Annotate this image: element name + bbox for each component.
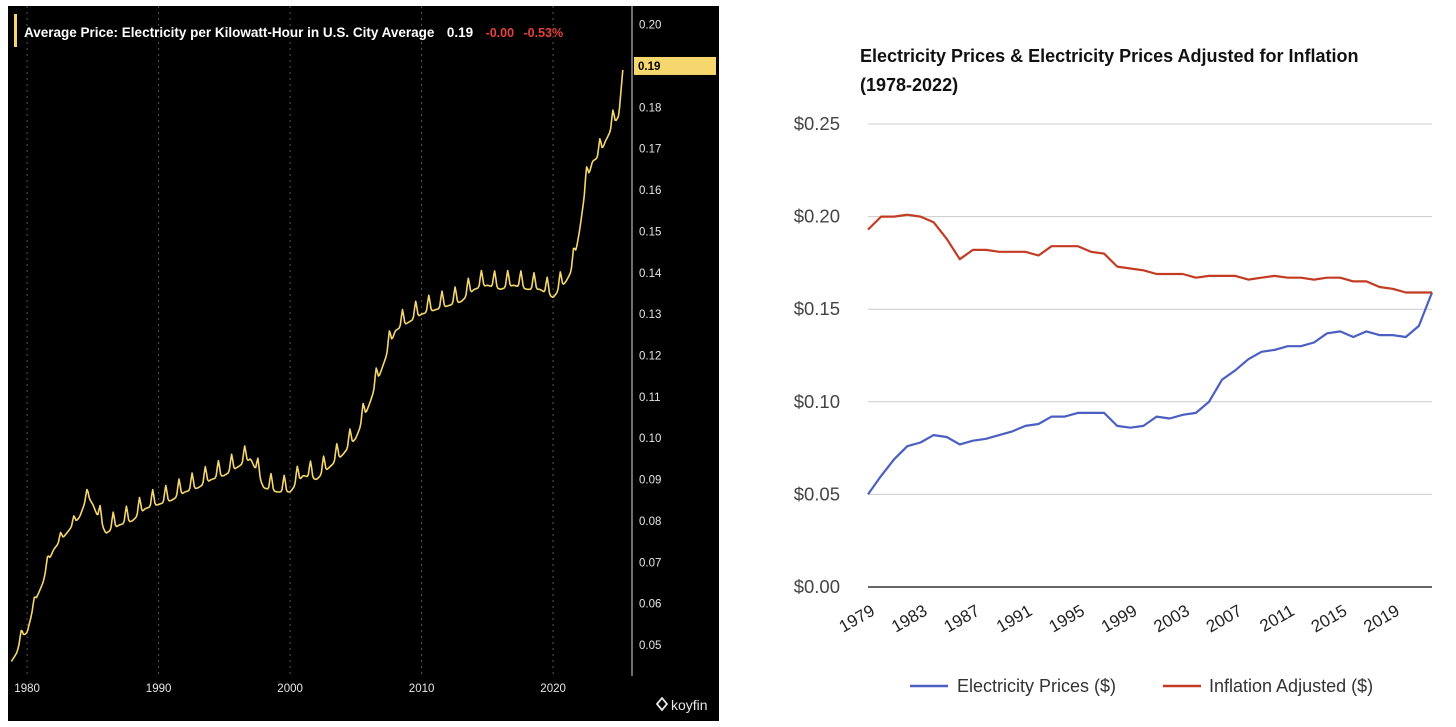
koyfin-logo: koyfin <box>655 696 708 713</box>
x-tick-label: 2011 <box>1257 601 1298 636</box>
last-value-tag-bg <box>634 56 716 75</box>
x-tick-label: 1991 <box>993 601 1035 636</box>
koyfin-line-chart: 0.20 0.19 0.18 0.17 0.16 0.15 0.14 0.13 0.12 0.11… <box>10 6 716 713</box>
chart-title-line-2: (1978-2022) <box>860 75 958 95</box>
x-tick-label: 1999 <box>1098 601 1140 636</box>
inflation-adjusted-line <box>867 213 1432 294</box>
y-tick-label: 0.18 <box>639 102 661 114</box>
y-tick-label: 0.20 <box>639 20 661 32</box>
koyfin-watermark: koyfin <box>671 697 708 713</box>
x-tick-label: 1987 <box>941 601 983 636</box>
gridlines <box>868 123 1432 588</box>
y-tick-label: 0.16 <box>639 185 661 197</box>
y-tick-label: $0.20 <box>794 206 840 227</box>
x-tick-label: 1979 <box>836 601 878 636</box>
series-color-marker <box>14 14 17 47</box>
chart-title-line-1: Electricity Prices & Electricity Prices … <box>860 46 1359 66</box>
gridlines <box>26 6 554 676</box>
y-tick-label: $0.00 <box>794 576 840 597</box>
inflation-chart-panel: Electricity Prices & Electricity Prices … <box>740 0 1456 727</box>
x-tick-label: 2007 <box>1203 601 1245 636</box>
legend-label-electricity: Electricity Prices ($) <box>957 676 1116 696</box>
chart-header: Average Price: Electricity per Kilowatt-… <box>24 24 563 41</box>
x-tick-label: 2020 <box>540 683 566 695</box>
y-tick-label: 0.10 <box>639 433 661 445</box>
y-tick-label: 0.17 <box>639 144 661 156</box>
y-tick-label: $0.10 <box>794 391 840 412</box>
last-value-tag: 0.19 <box>634 56 716 75</box>
x-tick-label: 1980 <box>14 683 40 695</box>
last-value-tag-label: 0.19 <box>638 61 660 73</box>
x-axis-ticks: 1979 1983 1987 1991 1995 1999 2003 2007 2011 2015… <box>836 601 1403 636</box>
koyfin-chart-panel: 0.20 0.19 0.18 0.17 0.16 0.15 0.14 0.13 0.12 0.11… <box>8 6 719 721</box>
y-tick-label: 0.15 <box>639 226 661 238</box>
x-tick-label: 2010 <box>409 683 435 695</box>
x-tick-label: 1990 <box>146 683 172 695</box>
y-axis-ticks: $0.00 $0.05 $0.10 $0.15 $0.20 $0.25 <box>794 113 840 597</box>
x-tick-label: 2015 <box>1308 601 1350 636</box>
x-axis-ticks: 1980 1990 2000 2010 2020 <box>14 683 566 695</box>
y-tick-label: $0.05 <box>794 483 840 504</box>
electricity-prices-line <box>867 292 1434 496</box>
y-tick-label: 0.07 <box>639 557 661 569</box>
legend: Electricity Prices ($) Inflation Adjuste… <box>910 676 1373 696</box>
legend-label-inflation: Inflation Adjusted ($) <box>1209 676 1373 696</box>
electricity-price-line <box>10 69 624 662</box>
y-tick-label: 0.11 <box>639 392 661 404</box>
x-tick-label: 2019 <box>1360 601 1402 636</box>
x-tick-label: 2000 <box>277 683 303 695</box>
y-tick-label: 0.12 <box>639 350 661 362</box>
y-tick-label: 0.13 <box>639 309 661 321</box>
x-tick-label: 1995 <box>1046 601 1088 636</box>
x-tick-label: 1983 <box>888 601 930 636</box>
y-tick-label: $0.15 <box>794 298 840 319</box>
y-tick-label: 0.08 <box>639 516 661 528</box>
x-tick-label: 2003 <box>1151 601 1193 636</box>
current-value: 0.19 <box>447 25 473 40</box>
y-tick-label: 0.05 <box>639 640 661 652</box>
koyfin-logo-icon <box>655 696 669 712</box>
y-tick-label: 0.06 <box>639 599 661 611</box>
y-axis-ticks: 0.20 0.19 0.18 0.17 0.16 0.15 0.14 0.13 0.12 0.11… <box>639 20 662 652</box>
inflation-line-chart: Electricity Prices & Electricity Prices … <box>794 46 1434 696</box>
chart-title: Average Price: Electricity per Kilowatt-… <box>24 25 435 40</box>
y-tick-label: $0.25 <box>794 113 840 134</box>
change-percent: -0.53% <box>524 26 564 40</box>
y-tick-label: 0.14 <box>639 268 662 280</box>
y-tick-label: 0.09 <box>639 475 661 487</box>
change-value: -0.00 <box>486 26 515 40</box>
